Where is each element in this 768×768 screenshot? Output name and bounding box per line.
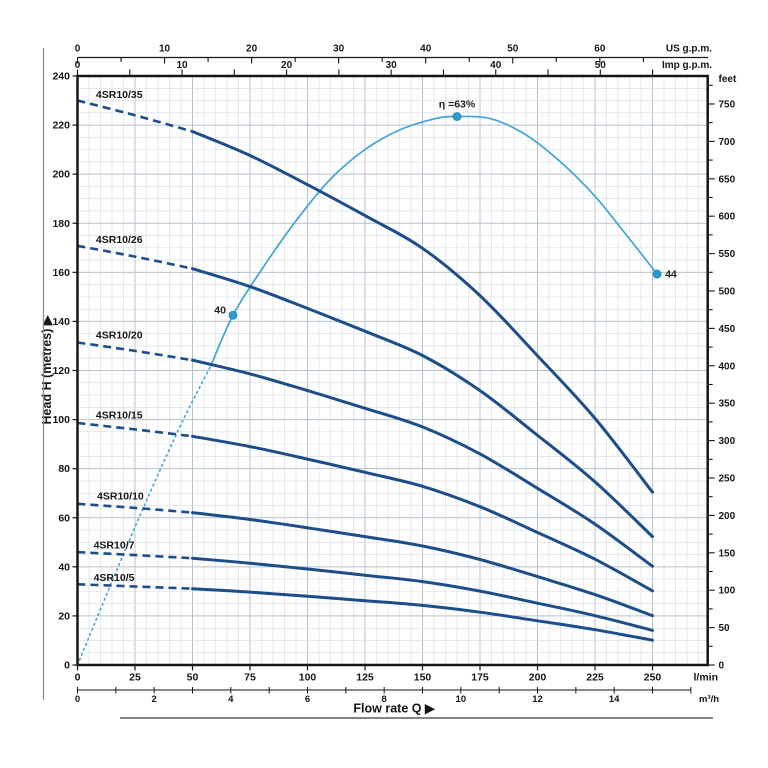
feet-tick-label: 650 — [719, 174, 736, 185]
head-axis-tick-label: 240 — [52, 71, 70, 83]
lmin-tick-label: 150 — [414, 672, 432, 684]
feet-tick-label: 200 — [719, 511, 736, 522]
head-curve-4SR10-26 — [191, 267, 654, 539]
us-gpm-tick-label: 10 — [159, 44, 171, 55]
head-axis-tick-label: 180 — [52, 218, 70, 230]
us-gpm-tick-label: 40 — [420, 44, 432, 55]
us-gpm-tick-label: 50 — [507, 44, 519, 55]
lmin-tick-label: 25 — [129, 672, 141, 684]
head-curve-4SR10-7 — [191, 556, 654, 632]
m3h-tick-label: 12 — [532, 694, 543, 705]
curve-label-4SR10-15: 4SR10/15 — [96, 409, 143, 421]
curve-label-4SR10-35: 4SR10/35 — [96, 89, 143, 101]
lmin-unit-label: l/min — [694, 672, 719, 684]
head-axis-tick-label: 160 — [52, 267, 70, 279]
imp-gpm-tick-label: 50 — [595, 60, 607, 71]
head-axis-tick-label: 220 — [52, 120, 70, 132]
m3h-tick-label: 8 — [382, 694, 387, 705]
imp-gpm-unit-label: Imp g.p.m. — [662, 60, 712, 71]
m3h-tick-label: 6 — [305, 694, 310, 705]
us-gpm-tick-label: 60 — [594, 44, 606, 55]
m3h-unit-label: m³/h — [699, 694, 719, 705]
head-axis-tick-label: 100 — [52, 414, 70, 426]
y-axis-title: Head H (metres) ▶ — [40, 314, 54, 424]
lmin-tick-label: 200 — [529, 672, 547, 684]
feet-unit-label: feet — [719, 74, 737, 85]
x-axis-title: Flow rate Q ▶ — [353, 702, 436, 716]
us-gpm-tick-label: 0 — [75, 44, 81, 55]
head-axis-tick-label: 140 — [52, 316, 70, 328]
efficiency-curve-dotted — [76, 364, 212, 666]
feet-tick-label: 300 — [719, 436, 736, 447]
efficiency-marker-label-40: 40 — [214, 304, 226, 316]
head-curve-4SR10-20 — [191, 358, 654, 568]
feet-tick-label: 750 — [719, 99, 736, 110]
us-gpm-tick-label: 20 — [246, 44, 258, 55]
head-curve-dashed-4SR10-7 — [77, 550, 193, 560]
efficiency-marker-label-63: η =63% — [439, 98, 476, 110]
feet-tick-label: 400 — [719, 361, 736, 372]
head-axis-tick-label: 120 — [52, 365, 70, 377]
head-axis-tick-label: 0 — [64, 660, 70, 672]
lmin-tick-label: 175 — [471, 672, 489, 684]
efficiency-marker-40 — [228, 310, 238, 320]
head-curve-dashed-4SR10-20 — [77, 341, 193, 362]
efficiency-marker-label-44: 44 — [665, 269, 677, 281]
feet-tick-label: 700 — [719, 137, 736, 148]
head-axis-tick-label: 200 — [52, 169, 70, 181]
head-curve-4SR10-10 — [191, 511, 654, 618]
feet-tick-label: 350 — [719, 399, 736, 410]
curve-label-4SR10-26: 4SR10/26 — [96, 234, 143, 246]
efficiency-marker-63 — [452, 112, 462, 121]
lmin-tick-label: 100 — [299, 672, 317, 684]
feet-tick-label: 500 — [719, 286, 736, 297]
head-axis-tick-label: 80 — [58, 463, 70, 475]
m3h-tick-label: 14 — [609, 694, 620, 705]
curve-label-4SR10-20: 4SR10/20 — [96, 330, 143, 342]
curve-label-4SR10-10: 4SR10/10 — [97, 490, 144, 502]
head-curve-dashed-4SR10-35 — [77, 99, 193, 133]
efficiency-curve — [210, 115, 658, 367]
imp-gpm-tick-label: 40 — [490, 60, 502, 71]
m3h-tick-label: 4 — [228, 694, 234, 705]
feet-tick-label: 600 — [719, 212, 736, 223]
m3h-tick-label: 10 — [456, 694, 467, 705]
head-curve-dashed-4SR10-10 — [77, 502, 193, 514]
head-curve-dashed-4SR10-26 — [77, 244, 193, 270]
us-gpm-tick-label: 30 — [333, 44, 345, 55]
feet-tick-label: 250 — [719, 473, 736, 484]
imp-gpm-tick-label: 0 — [75, 60, 81, 71]
head-axis-tick-label: 60 — [58, 512, 70, 524]
feet-tick-label: 450 — [719, 324, 736, 335]
feet-tick-label: 550 — [719, 249, 736, 260]
curve-label-4SR10-5: 4SR10/5 — [94, 572, 135, 584]
m3h-tick-label: 0 — [75, 694, 80, 705]
lmin-tick-label: 225 — [586, 672, 604, 684]
feet-tick-label: 100 — [719, 586, 736, 597]
curve-label-4SR10-7: 4SR10/7 — [94, 539, 135, 551]
feet-tick-label: 150 — [719, 548, 736, 559]
head-axis-tick-label: 40 — [58, 561, 70, 573]
head-curve-4SR10-35 — [191, 130, 654, 494]
m3h-tick-label: 2 — [152, 694, 157, 705]
feet-tick-label: 50 — [719, 623, 731, 634]
feet-tick-label: 0 — [719, 661, 725, 672]
lmin-tick-label: 0 — [75, 672, 81, 684]
head-curve-dashed-4SR10-15 — [77, 421, 193, 438]
head-curve-4SR10-5 — [191, 587, 654, 642]
us-gpm-unit-label: US g.p.m. — [666, 44, 712, 55]
head-curve-4SR10-15 — [191, 434, 654, 593]
lmin-tick-label: 75 — [244, 672, 256, 684]
imp-gpm-tick-label: 30 — [386, 60, 398, 71]
head-axis-tick-label: 20 — [58, 610, 70, 622]
imp-gpm-tick-label: 10 — [176, 60, 188, 71]
lmin-tick-label: 125 — [356, 672, 374, 684]
lmin-tick-label: 250 — [644, 672, 662, 684]
imp-gpm-tick-label: 20 — [281, 60, 293, 71]
head-curve-dashed-4SR10-5 — [77, 583, 193, 590]
lmin-tick-label: 50 — [187, 672, 199, 684]
efficiency-marker-44 — [652, 269, 662, 279]
